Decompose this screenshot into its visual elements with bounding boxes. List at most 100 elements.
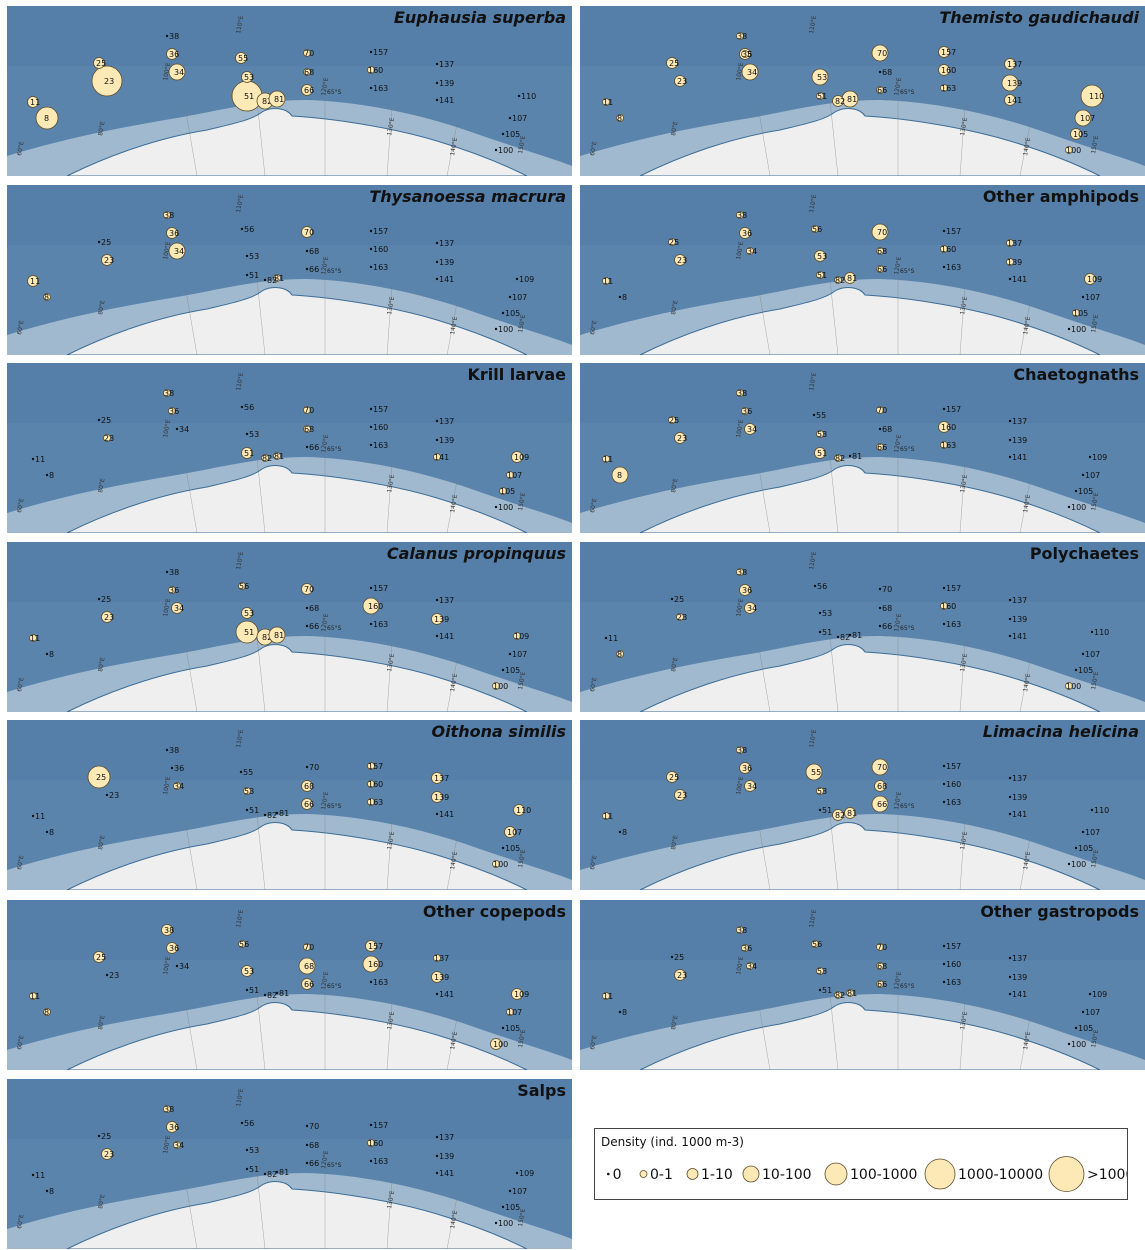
map-canvas: 60°E 80°E 100°E 110°E 120°E 130°E 140°E 150°E 65…: [580, 900, 1145, 1070]
station-label: 141: [1012, 990, 1027, 999]
map-canvas: 60°E 80°E 100°E 110°E 120°E 130°E 140°E 150°E 65…: [7, 6, 572, 176]
station-marker: 70: [305, 1122, 319, 1131]
station-marker: 137: [1004, 58, 1022, 70]
meridian-label: 80°E: [670, 478, 679, 494]
station-label: 100: [493, 860, 508, 869]
meridian-label: 150°E: [517, 671, 527, 690]
station-marker: 8: [616, 114, 624, 123]
map-panel: 60°E 80°E 100°E 110°E 120°E 130°E 140°E 150°E 65…: [7, 363, 572, 533]
station-label: 23: [677, 613, 687, 622]
station-label: 70: [304, 49, 314, 58]
station-marker: 51: [816, 92, 827, 101]
station-marker: 110: [1090, 806, 1109, 815]
station-label: 53: [817, 252, 827, 261]
map-canvas: 60°E 80°E 100°E 110°E 120°E 130°E 140°E 150°E 65…: [580, 542, 1145, 712]
station-marker: 8: [45, 471, 54, 480]
station-label: 51: [249, 806, 259, 815]
meridian-label: 110°E: [235, 1088, 245, 1107]
station-marker: 36: [170, 764, 184, 773]
station-label: 68: [309, 247, 319, 256]
station-label: 157: [946, 227, 961, 236]
meridian-label: 80°E: [97, 1194, 106, 1210]
station-marker: 157: [369, 405, 388, 414]
station-label: 8: [617, 471, 622, 480]
station-marker: 141: [435, 275, 454, 284]
station-label: 38: [164, 926, 174, 935]
station-marker: 160: [369, 423, 388, 432]
station-label: 100: [1066, 146, 1081, 155]
station-marker: 160: [367, 780, 383, 789]
station-marker: 107: [1074, 109, 1095, 127]
station-label: 25: [101, 595, 111, 604]
station-marker: 25: [668, 238, 679, 247]
station-marker: 137: [1008, 596, 1027, 605]
station-label: 36: [169, 586, 179, 595]
station-label: 105: [1078, 487, 1093, 496]
station-marker: 163: [369, 978, 388, 987]
station-marker: 100: [1067, 860, 1086, 869]
station-marker: 51: [241, 447, 254, 459]
antarctic-ice-sheet: [66, 287, 528, 355]
parallel-label: 65°S: [327, 446, 342, 453]
station-marker: 36: [166, 1121, 179, 1133]
station-label: 157: [373, 405, 388, 414]
station-label: 23: [104, 1150, 114, 1159]
station-label: 100: [1071, 1040, 1086, 1049]
station-label: 53: [244, 967, 254, 976]
panel-title: Euphausia superba: [393, 8, 566, 27]
parallel-label: 65°S: [900, 803, 915, 810]
station-marker: 81: [268, 626, 286, 644]
station-marker: 66: [876, 443, 887, 452]
station-label: 34: [174, 247, 184, 256]
legend-item: 100-1000: [824, 1162, 917, 1186]
meridian-label: 150°E: [1090, 492, 1100, 511]
station-label: 38: [737, 389, 747, 398]
station-marker: 107: [1081, 1008, 1100, 1017]
meridian-label: 80°E: [670, 1015, 679, 1031]
station-marker: 66: [876, 980, 887, 989]
station-marker: 25: [87, 765, 111, 789]
station-label: 23: [677, 791, 687, 800]
station-label: 8: [44, 293, 49, 302]
meridian-label: 130°E: [386, 296, 396, 315]
station-label: 105: [1078, 1024, 1093, 1033]
station-marker: 53: [241, 965, 254, 977]
station-label: 139: [439, 258, 454, 267]
station-label: 51: [817, 449, 827, 458]
map-canvas: 60°E 80°E 100°E 110°E 120°E 130°E 140°E 150°E 65…: [580, 6, 1145, 176]
station-marker: 157: [942, 227, 961, 236]
station-label: 68: [304, 782, 314, 791]
station-marker: 51: [814, 447, 827, 459]
station-label: 51: [822, 986, 832, 995]
panel-title: Thysanoessa macrura: [369, 187, 566, 206]
station-label: 139: [1012, 615, 1027, 624]
station-marker: 53: [245, 252, 259, 261]
station-label: 68: [304, 962, 314, 971]
station-marker: 68: [876, 962, 887, 971]
station-label: 51: [249, 271, 259, 280]
station-label: 139: [439, 436, 454, 445]
station-marker: 141: [1004, 94, 1022, 106]
station-label: 70: [877, 943, 887, 952]
station-label: 160: [946, 780, 961, 789]
meridian-label: 110°E: [808, 909, 818, 928]
station-label: 34: [747, 247, 757, 256]
station-marker: 11: [27, 96, 40, 108]
station-label: 141: [1012, 810, 1027, 819]
station-marker: 56: [811, 940, 822, 949]
parallel-label: 65°S: [327, 983, 342, 990]
station-marker: 157: [369, 48, 388, 57]
station-label: 160: [368, 780, 383, 789]
station-marker: 160: [942, 780, 961, 789]
map-panel: 60°E 80°E 100°E 110°E 120°E 130°E 140°E 150°E 65…: [7, 185, 572, 355]
station-label: 105: [505, 844, 520, 853]
station-marker: 160: [938, 64, 956, 76]
panel-title: Calanus propinquus: [386, 544, 566, 563]
station-marker: 68: [303, 425, 314, 434]
station-label: 11: [603, 455, 613, 464]
parallel-label: 65°S: [327, 1162, 342, 1169]
station-label: 105: [500, 487, 515, 496]
station-marker: 36: [741, 944, 752, 953]
map-panel: 60°E 80°E 100°E 110°E 120°E 130°E 140°E 150°E 65…: [7, 1079, 572, 1249]
station-marker: 163: [942, 620, 961, 629]
